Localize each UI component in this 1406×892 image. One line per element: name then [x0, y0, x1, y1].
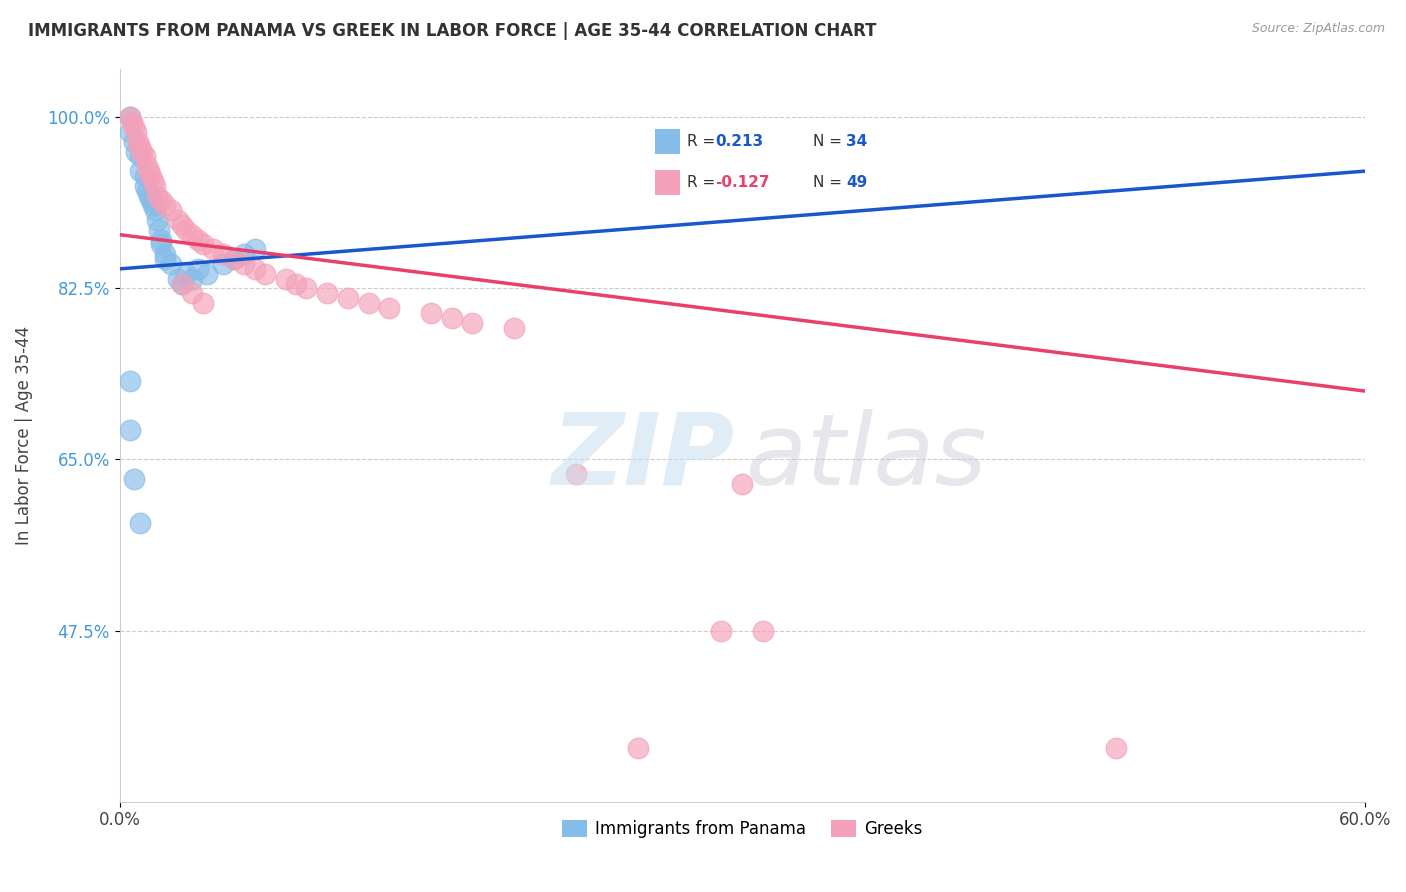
Point	[565, 467, 588, 482]
Point	[118, 111, 141, 125]
Point	[150, 194, 173, 208]
Point	[166, 271, 188, 285]
Point	[160, 257, 183, 271]
Point	[118, 423, 141, 437]
Point	[166, 213, 188, 227]
Text: 0.213: 0.213	[716, 134, 763, 149]
Text: -0.127: -0.127	[716, 175, 769, 190]
Point	[174, 267, 197, 281]
Point	[440, 310, 463, 325]
Point	[129, 164, 152, 178]
Point	[170, 218, 193, 232]
Point	[627, 740, 650, 755]
Point	[146, 213, 169, 227]
Point	[274, 271, 297, 285]
Point	[138, 188, 160, 202]
Point	[160, 203, 183, 218]
Point	[212, 257, 235, 271]
Point	[187, 261, 209, 276]
Point	[212, 247, 235, 261]
Text: IMMIGRANTS FROM PANAMA VS GREEK IN LABOR FORCE | AGE 35-44 CORRELATION CHART: IMMIGRANTS FROM PANAMA VS GREEK IN LABOR…	[28, 22, 876, 40]
Point	[138, 164, 160, 178]
Point	[378, 301, 401, 315]
Point	[122, 472, 145, 486]
Point	[191, 237, 214, 252]
Point	[419, 306, 441, 320]
Text: N =: N =	[813, 175, 846, 190]
Point	[181, 271, 204, 285]
Point	[181, 286, 204, 301]
Point	[201, 243, 224, 257]
Point	[134, 178, 156, 193]
Point	[121, 115, 143, 129]
Point	[195, 267, 218, 281]
Point	[155, 247, 177, 261]
Point	[174, 223, 197, 237]
Point	[139, 194, 162, 208]
Point	[187, 233, 209, 247]
Point	[295, 281, 318, 295]
Point	[148, 223, 170, 237]
Point	[170, 277, 193, 291]
Point	[222, 252, 245, 266]
Point	[243, 243, 266, 257]
Point	[336, 291, 359, 305]
Point	[142, 174, 165, 188]
Point	[122, 135, 145, 149]
Point	[233, 257, 256, 271]
Point	[146, 188, 169, 202]
Point	[243, 261, 266, 276]
Text: Source: ZipAtlas.com: Source: ZipAtlas.com	[1251, 22, 1385, 36]
Point	[129, 516, 152, 530]
Y-axis label: In Labor Force | Age 35-44: In Labor Force | Age 35-44	[15, 326, 32, 545]
Point	[135, 184, 157, 198]
Text: N =: N =	[813, 134, 846, 149]
Bar	[655, 170, 679, 195]
Point	[127, 135, 149, 149]
Point	[503, 320, 526, 334]
Point	[752, 624, 775, 638]
Point	[710, 624, 733, 638]
Point	[170, 277, 193, 291]
Point	[125, 125, 148, 139]
Point	[118, 374, 141, 388]
Point	[129, 149, 152, 163]
Point	[150, 237, 173, 252]
Point	[135, 159, 157, 173]
Point	[155, 198, 177, 212]
Point	[129, 139, 152, 153]
Point	[142, 198, 165, 212]
Text: ZIP: ZIP	[551, 409, 734, 506]
Point	[143, 178, 166, 193]
Point	[1105, 740, 1128, 755]
Point	[143, 203, 166, 218]
Point	[191, 296, 214, 310]
Point	[316, 286, 339, 301]
Point	[134, 149, 156, 163]
Point	[118, 125, 141, 139]
Point	[125, 145, 148, 159]
Point	[357, 296, 380, 310]
Point	[134, 169, 156, 183]
Point	[139, 169, 162, 183]
Point	[131, 145, 153, 159]
Point	[731, 477, 754, 491]
Point	[181, 227, 204, 242]
Text: atlas: atlas	[747, 409, 987, 506]
Point	[150, 233, 173, 247]
Point	[253, 267, 276, 281]
Point	[122, 120, 145, 135]
Point	[155, 252, 177, 266]
Point	[461, 316, 484, 330]
Text: 34: 34	[846, 134, 868, 149]
Text: R =: R =	[686, 134, 720, 149]
Bar	[655, 129, 679, 154]
Point	[285, 277, 308, 291]
Point	[118, 111, 141, 125]
Point	[233, 247, 256, 261]
Text: 49: 49	[846, 175, 868, 190]
Text: R =: R =	[686, 175, 720, 190]
Legend: Immigrants from Panama, Greeks: Immigrants from Panama, Greeks	[555, 813, 929, 845]
Point	[222, 252, 245, 266]
